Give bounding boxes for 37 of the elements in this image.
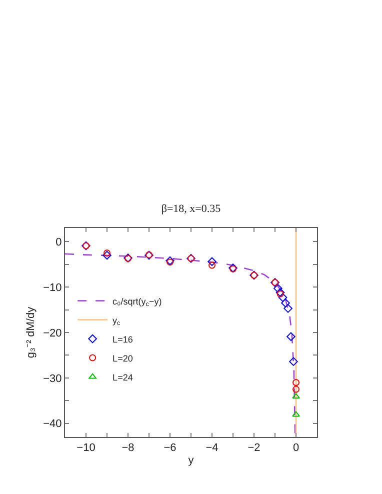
point: [166, 256, 174, 266]
point: [166, 258, 174, 266]
point: [281, 298, 290, 308]
legend-label: L=24: [112, 372, 133, 382]
chart-title: β=18, x=0.35: [161, 203, 222, 215]
y-tick-label: −30: [43, 372, 62, 385]
x-tick-label: −8: [122, 442, 134, 454]
point: [292, 378, 300, 386]
point: [278, 293, 288, 302]
legend-label: L=20: [112, 353, 133, 364]
line-series: [65, 253, 296, 436]
legend-label: L=16: [112, 334, 133, 344]
point: [102, 250, 112, 260]
point: [274, 284, 282, 293]
point: [289, 357, 298, 366]
point: [104, 249, 110, 256]
point: [208, 262, 216, 269]
y-tick-label: −10: [43, 282, 62, 294]
point: [292, 386, 300, 393]
x-tick-label: 0: [292, 442, 300, 454]
point: [284, 304, 292, 313]
x-tick-label: −2: [248, 442, 260, 454]
y-tick-label: −20: [43, 327, 62, 340]
x-axis-title: y: [188, 454, 194, 466]
point: [292, 393, 300, 399]
y-axis-title: g₃⁻² dM/dy: [24, 306, 37, 358]
x-tick-label: −6: [164, 442, 176, 454]
legend-label: c₀/sqrt(y$_{c}$−y): [112, 296, 162, 308]
legend-label: y$_{c}$: [112, 315, 120, 328]
y-tick-label: −40: [43, 418, 62, 430]
point: [286, 332, 296, 341]
point: [208, 257, 216, 266]
y-tick-label: 0: [56, 236, 62, 248]
point: [292, 411, 300, 417]
x-tick-label: −4: [206, 442, 218, 454]
point: [276, 290, 284, 298]
x-tick-label: −10: [76, 442, 96, 454]
